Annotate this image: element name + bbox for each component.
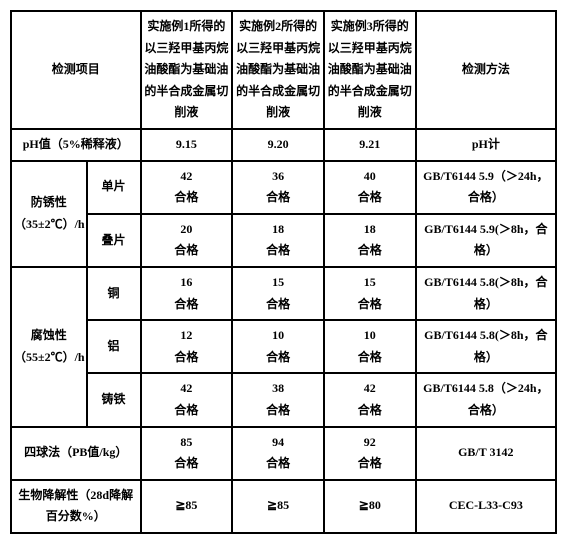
pb-v1: 85合格 [141, 427, 233, 480]
rust-single-v3: 40合格 [324, 161, 416, 214]
ph-v1: 9.15 [141, 129, 233, 161]
corr-al-method: GB/T6144 5.8(＞8h，合格） [416, 320, 556, 373]
pb-v2: 94合格 [232, 427, 324, 480]
corr-al-v2: 10合格 [232, 320, 324, 373]
header-c3: 实施例1所得的以三羟甲基丙烷油酸酯为基础油的半合成金属切削液 [141, 11, 233, 129]
ph-row: pH值（5%稀释液） 9.15 9.20 9.21 pH计 [11, 129, 556, 161]
bio-v2: ≧85 [232, 480, 324, 533]
rust-stack-method: GB/T6144 5.9(＞8h，合格） [416, 214, 556, 267]
corr-fe-row: 铸铁 42合格 38合格 42合格 GB/T6144 5.8（＞24h，合格） [11, 373, 556, 426]
pb-label: 四球法（PB值/kg） [11, 427, 141, 480]
rust-stack-v3: 18合格 [324, 214, 416, 267]
corr-cu: 铜 [87, 267, 141, 320]
rust-stack-v2: 18合格 [232, 214, 324, 267]
corr-al-row: 铝 12合格 10合格 10合格 GB/T6144 5.8(＞8h，合格） [11, 320, 556, 373]
corr-fe-v3: 42合格 [324, 373, 416, 426]
corr-cu-method: GB/T6144 5.8(＞8h，合格） [416, 267, 556, 320]
corr-fe: 铸铁 [87, 373, 141, 426]
corr-al-v3: 10合格 [324, 320, 416, 373]
rust-single-row: 防锈性（35±2℃）/h 单片 42合格 36合格 40合格 GB/T6144 … [11, 161, 556, 214]
pb-method: GB/T 3142 [416, 427, 556, 480]
bio-v1: ≧85 [141, 480, 233, 533]
corr-fe-v2: 38合格 [232, 373, 324, 426]
pb-v3: 92合格 [324, 427, 416, 480]
rust-single-method: GB/T6144 5.9（＞24h，合格） [416, 161, 556, 214]
header-c5: 实施例3所得的以三羟甲基丙烷油酸酯为基础油的半合成金属切削液 [324, 11, 416, 129]
corr-cu-row: 腐蚀性（55±2℃）/h 铜 16合格 15合格 15合格 GB/T6144 5… [11, 267, 556, 320]
header-item: 检测项目 [11, 11, 141, 129]
bio-label: 生物降解性（28d降解百分数%） [11, 480, 141, 533]
bio-row: 生物降解性（28d降解百分数%） ≧85 ≧85 ≧80 CEC-L33-C93 [11, 480, 556, 533]
rust-stack: 叠片 [87, 214, 141, 267]
ph-v3: 9.21 [324, 129, 416, 161]
pb-row: 四球法（PB值/kg） 85合格 94合格 92合格 GB/T 3142 [11, 427, 556, 480]
ph-label: pH值（5%稀释液） [11, 129, 141, 161]
rust-single-v1: 42合格 [141, 161, 233, 214]
bio-v3: ≧80 [324, 480, 416, 533]
corr-fe-method: GB/T6144 5.8（＞24h，合格） [416, 373, 556, 426]
rust-single-v2: 36合格 [232, 161, 324, 214]
ph-v2: 9.20 [232, 129, 324, 161]
corr-al: 铝 [87, 320, 141, 373]
corr-al-v1: 12合格 [141, 320, 233, 373]
ph-method: pH计 [416, 129, 556, 161]
corr-fe-v1: 42合格 [141, 373, 233, 426]
rust-label: 防锈性（35±2℃）/h [11, 161, 87, 267]
rust-stack-v1: 20合格 [141, 214, 233, 267]
header-row: 检测项目 实施例1所得的以三羟甲基丙烷油酸酯为基础油的半合成金属切削液 实施例2… [11, 11, 556, 129]
corr-cu-v1: 16合格 [141, 267, 233, 320]
header-c4: 实施例2所得的以三羟甲基丙烷油酸酯为基础油的半合成金属切削液 [232, 11, 324, 129]
rust-stack-row: 叠片 20合格 18合格 18合格 GB/T6144 5.9(＞8h，合格） [11, 214, 556, 267]
header-method: 检测方法 [416, 11, 556, 129]
rust-single: 单片 [87, 161, 141, 214]
corr-label: 腐蚀性（55±2℃）/h [11, 267, 87, 427]
bio-method: CEC-L33-C93 [416, 480, 556, 533]
spec-table: 检测项目 实施例1所得的以三羟甲基丙烷油酸酯为基础油的半合成金属切削液 实施例2… [10, 10, 557, 534]
corr-cu-v3: 15合格 [324, 267, 416, 320]
corr-cu-v2: 15合格 [232, 267, 324, 320]
